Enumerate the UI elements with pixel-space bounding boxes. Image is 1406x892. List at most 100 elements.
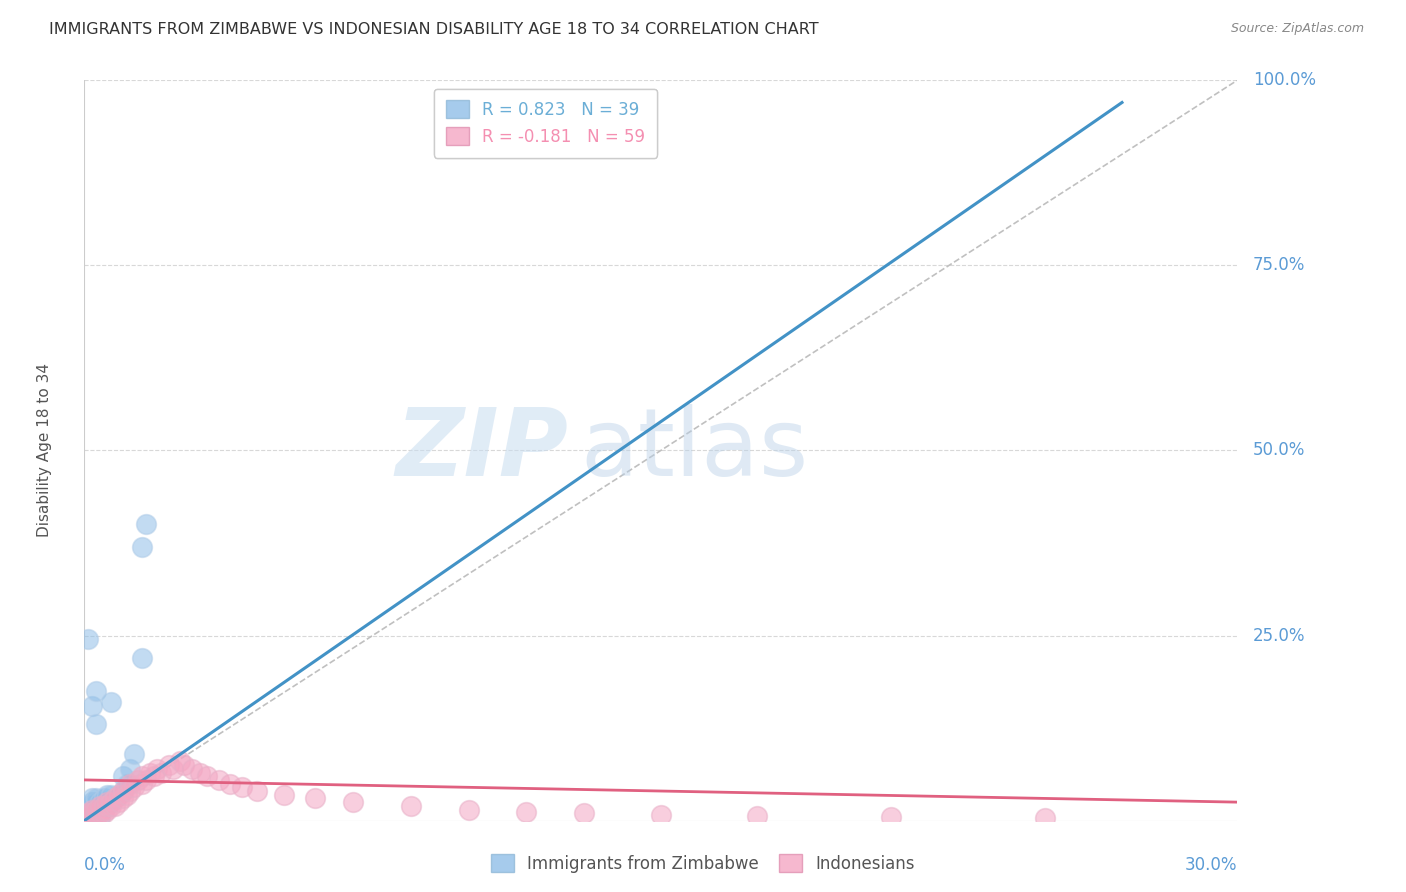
Point [131,769,153,783]
Point [96,798,118,813]
Point [84,806,107,821]
Point [100,795,122,809]
Point [515,805,537,819]
Point [157,758,180,772]
Point [880,810,903,824]
Point [77,803,100,817]
Point [111,784,134,798]
Point [131,776,153,791]
Point [108,795,131,809]
Point [572,806,595,821]
Point [131,650,153,665]
Point [100,788,122,802]
Point [120,762,142,776]
Text: 0.0%: 0.0% [84,856,127,874]
Text: Disability Age 18 to 34: Disability Age 18 to 34 [37,363,52,538]
Point [246,784,269,798]
Point [111,769,134,783]
Point [77,806,100,821]
Point [80,810,103,824]
Point [96,795,118,809]
Point [104,791,127,805]
Point [231,780,253,795]
Point [80,806,103,821]
Point [93,803,115,817]
Point [89,798,111,813]
Point [104,798,127,813]
Point [457,803,479,817]
Point [173,758,195,772]
Point [115,776,138,791]
Legend: R = 0.823   N = 39, R = -0.181   N = 59: R = 0.823 N = 39, R = -0.181 N = 59 [434,88,657,158]
Point [80,806,103,821]
Text: 75.0%: 75.0% [1253,256,1305,275]
Point [84,803,107,817]
Point [219,776,242,791]
Point [84,803,107,817]
Point [80,810,103,824]
Point [84,798,107,813]
Point [100,695,122,709]
Point [146,762,169,776]
Point [80,791,103,805]
Point [89,798,111,813]
Point [135,517,157,532]
Point [93,798,115,813]
Point [80,798,103,813]
Text: Source: ZipAtlas.com: Source: ZipAtlas.com [1230,22,1364,36]
Point [104,791,127,805]
Point [399,798,422,813]
Point [96,803,118,817]
Point [89,795,111,809]
Point [115,788,138,802]
Point [96,788,118,802]
Point [342,795,364,809]
Point [181,762,204,776]
Point [188,765,211,780]
Point [77,806,100,821]
Text: 100.0%: 100.0% [1253,71,1316,89]
Point [150,765,173,780]
Point [84,810,107,824]
Point [142,769,165,783]
Point [93,806,115,821]
Point [138,765,160,780]
Point [96,795,118,809]
Point [77,810,100,824]
Point [135,772,157,787]
Point [89,803,111,817]
Point [93,795,115,809]
Point [80,803,103,817]
Point [131,540,153,554]
Point [80,795,103,809]
Point [77,632,100,647]
Point [108,788,131,802]
Point [1033,811,1056,825]
Point [304,791,326,805]
Point [100,795,122,809]
Point [84,791,107,805]
Point [111,784,134,798]
Point [84,717,107,731]
Point [124,780,146,795]
Point [195,769,218,783]
Point [89,810,111,824]
Point [127,772,149,787]
Point [169,755,191,769]
Point [273,788,295,802]
Point [80,803,103,817]
Point [80,698,103,713]
Point [650,807,672,822]
Text: 30.0%: 30.0% [1185,856,1237,874]
Point [120,776,142,791]
Point [208,772,231,787]
Legend: Immigrants from Zimbabwe, Indonesians: Immigrants from Zimbabwe, Indonesians [484,847,922,880]
Point [111,791,134,805]
Text: ZIP: ZIP [395,404,568,497]
Text: 25.0%: 25.0% [1253,626,1305,645]
Point [745,809,768,823]
Point [77,798,100,813]
Point [77,810,100,824]
Point [120,784,142,798]
Point [108,788,131,802]
